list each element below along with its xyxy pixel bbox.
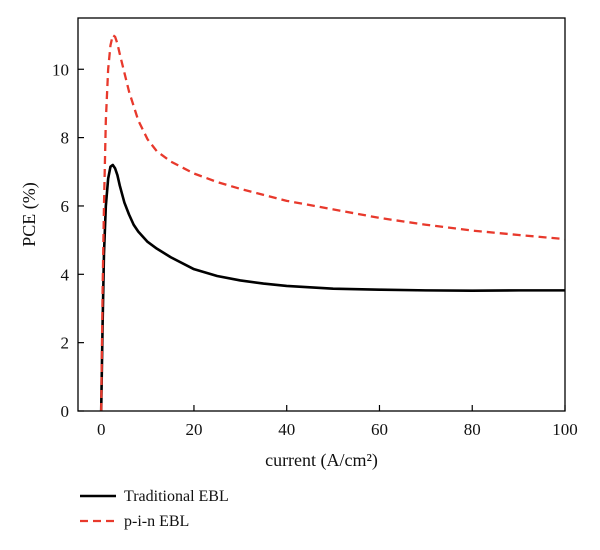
legend-label-0: Traditional EBL — [124, 488, 229, 505]
y-tick-label: 10 — [52, 60, 69, 79]
series-layer — [99, 33, 566, 412]
x-tick-label: 0 — [97, 420, 106, 439]
series-line-0 — [99, 163, 565, 412]
x-tick-label: 40 — [278, 420, 295, 439]
y-tick-label: 0 — [61, 402, 70, 421]
x-tick-label: 80 — [464, 420, 481, 439]
x-tick-label: 100 — [552, 420, 578, 439]
legend-label-1: p-i-n EBL — [124, 513, 189, 530]
axis-ticks: 0 20 40 60 80 100 0 2 4 6 8 10 — [52, 60, 578, 439]
x-axis-label: current (A/cm²) — [265, 450, 378, 471]
legend: Traditional EBL p-i-n EBL — [80, 488, 229, 530]
x-tick-label: 60 — [371, 420, 388, 439]
plot-frame — [77, 17, 566, 412]
y-axis-label: PCE (%) — [19, 182, 40, 247]
y-tick-label: 2 — [61, 334, 70, 353]
series-line-1 — [100, 33, 566, 412]
x-tick-label: 20 — [185, 420, 202, 439]
y-tick-label: 6 — [61, 197, 70, 216]
y-tick-label: 8 — [61, 129, 70, 148]
y-tick-label: 4 — [61, 265, 70, 284]
